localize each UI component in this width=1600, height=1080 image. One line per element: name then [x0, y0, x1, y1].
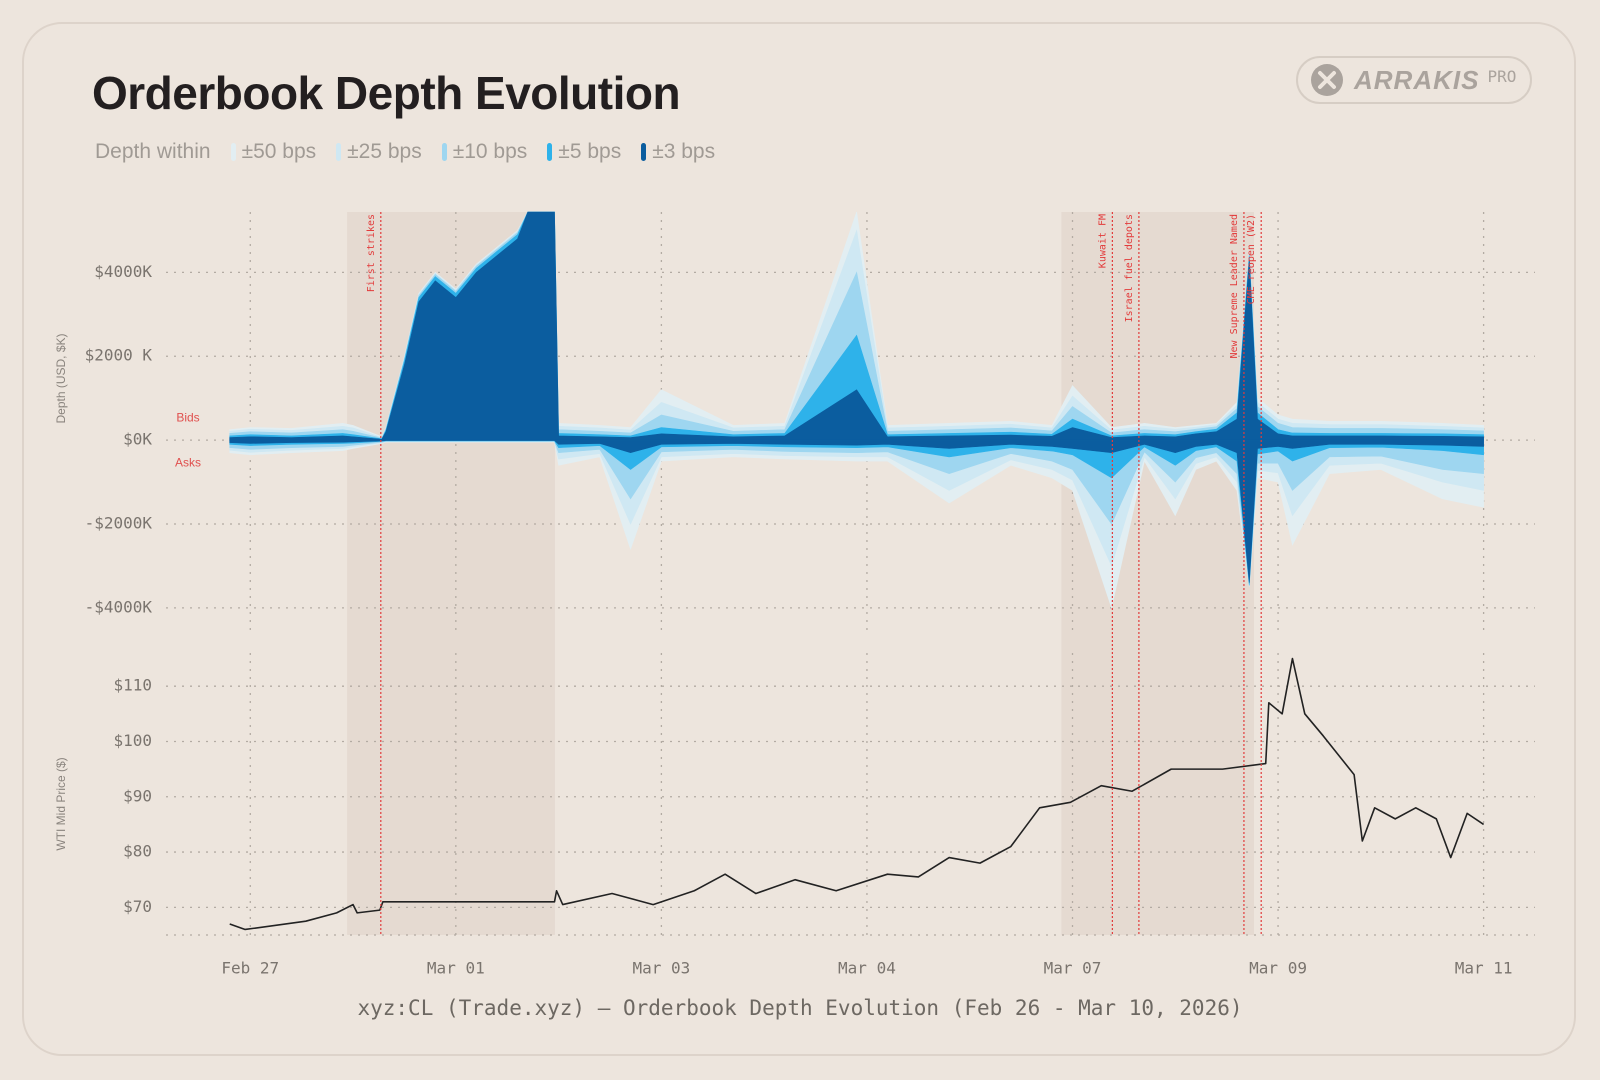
y-tick-label: $80 [123, 842, 152, 861]
depth-area [229, 211, 1484, 441]
y-tick-label: $100 [113, 731, 152, 750]
asks-label: Asks [175, 455, 201, 469]
y-tick-label: $4000K [94, 262, 152, 281]
logo-icon [1311, 64, 1343, 96]
legend-item: ±10 bps [441, 140, 528, 164]
legend-swatch [441, 143, 447, 161]
legend-label: ±25 bps [347, 140, 422, 163]
y-tick-label: $110 [113, 676, 152, 695]
y-axis-label: WTI Mid Price ($) [54, 757, 68, 850]
caption: xyz:CL (Trade.xyz) — Orderbook Depth Evo… [357, 996, 1243, 1020]
bids-label: Bids [176, 410, 199, 424]
y-axis-label: Depth (USD, $K) [54, 333, 68, 423]
shaded-region [1061, 212, 1255, 935]
x-tick-label: Mar 04 [838, 959, 896, 978]
event-label: CME reopen (W2) [1246, 214, 1257, 304]
legend-swatch [641, 143, 647, 161]
y-tick-label: -$4000K [85, 597, 153, 616]
logo-name: ARRAKIS [1354, 64, 1480, 95]
legend-label: ±10 bps [452, 140, 528, 163]
legend-title: Depth within [95, 140, 211, 163]
legend: Depth within ±50 bps ±25 bps ±10 bps ±5 bps… [95, 140, 715, 164]
legend-item: ±3 bps [641, 140, 715, 164]
x-tick-label: Mar 01 [427, 959, 485, 978]
chart-title: Orderbook Depth Evolution [92, 67, 681, 119]
legend-swatch [230, 143, 236, 161]
depth-area [229, 439, 1484, 587]
y-tick-label: $90 [123, 786, 152, 805]
event-label: Israel fuel depots [1124, 214, 1135, 322]
legend-swatch [336, 143, 342, 161]
legend-item: ±25 bps [336, 140, 422, 164]
event-label: Kuwait FM [1097, 214, 1108, 268]
x-tick-label: Mar 11 [1455, 959, 1513, 978]
logo: ARRAKIS PRO [1296, 56, 1532, 104]
x-tick-label: Mar 07 [1044, 959, 1102, 978]
legend-item: ±5 bps [547, 140, 621, 164]
x-tick-label: Feb 27 [221, 959, 279, 978]
event-label: First strikes [366, 214, 377, 292]
event-label: New Supreme Leader Named [1229, 214, 1240, 359]
x-tick-label: Mar 09 [1249, 959, 1307, 978]
legend-label: ±3 bps [652, 140, 716, 163]
x-tick-label: Mar 03 [632, 959, 690, 978]
price-line [229, 657, 1485, 931]
legend-label: ±50 bps [241, 140, 317, 163]
y-tick-label: -$2000K [85, 513, 153, 532]
y-tick-label: $70 [123, 897, 152, 916]
y-tick-label: $2000 K [85, 346, 153, 365]
logo-tier: PRO [1487, 66, 1517, 86]
y-tick-label: $0K [123, 430, 152, 449]
legend-swatch [547, 143, 553, 161]
legend-label: ±5 bps [558, 140, 622, 163]
depth-area [229, 439, 1484, 585]
card [22, 22, 1576, 1056]
depth-area [229, 439, 1484, 583]
legend-item: ±50 bps [230, 140, 317, 164]
